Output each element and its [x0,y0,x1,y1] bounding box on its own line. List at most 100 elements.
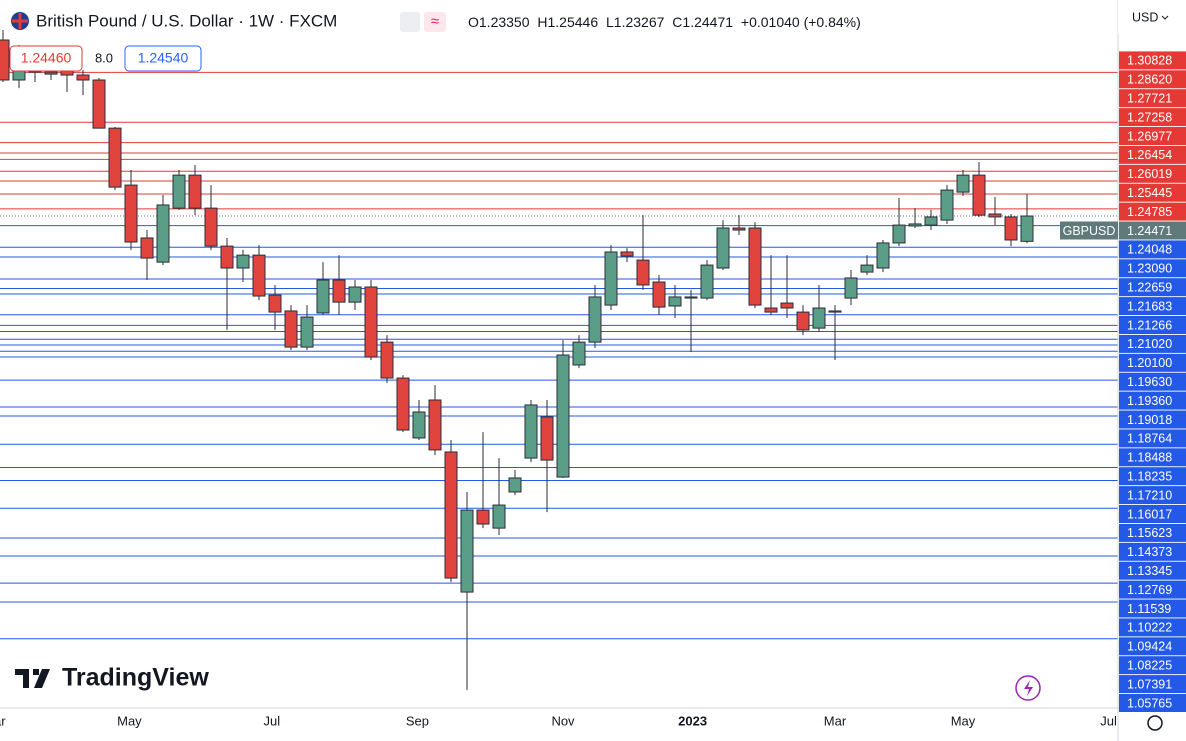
candle-body [428,399,442,451]
price-label-bg [1119,202,1186,221]
price-label-bg [1119,353,1186,372]
candle-body [1020,215,1034,242]
logo-mark [15,669,50,688]
price-label-bg [1119,542,1186,561]
candle-body [220,245,234,269]
price-label-bg [1119,334,1186,353]
candle-body [716,227,730,269]
price-label: 1.24471 [1127,224,1172,238]
price-label: 1.17210 [1127,488,1172,502]
candle-body [796,311,810,331]
candle-body [652,281,666,308]
candle-body [812,307,826,329]
candle-body [620,251,634,257]
x-tick-label: May [117,713,142,728]
candle-body [684,296,698,299]
price-label: 1.16017 [1127,507,1172,521]
price-label-bg [1119,675,1186,694]
price-label: 1.21266 [1127,318,1172,332]
candle-body [908,223,922,227]
price-label-bg [1119,467,1186,486]
icon[interactable] [424,12,446,32]
candle-body [124,184,138,243]
currency[interactable]: USD [1132,10,1158,24]
price-label: 1.19018 [1127,413,1172,427]
icon: ≈ [431,13,439,30]
price-label-bg [1119,221,1186,240]
price-label-bg [1119,391,1186,410]
chart-title: British Pound / U.S. Dollar · 1W · FXCM [36,11,337,30]
candle-body [572,341,586,366]
candle-body [876,242,890,269]
candle-body [604,251,618,306]
candle-body [988,213,1002,218]
price-label: 1.21683 [1127,299,1172,313]
buy-button[interactable] [124,45,202,72]
x-tick-label: May [951,713,976,728]
x-tick-label: Sep [406,713,429,728]
price-label: 1.09424 [1127,640,1172,654]
candle-body [636,259,650,286]
candle-body [956,174,970,193]
x-tick-label: ar [0,713,6,728]
price-axis: 1.30828 1.28620 1.27721 1.27258 1.26977 1.264… [1060,51,1186,712]
price-label-bg [1119,618,1186,637]
icon[interactable] [400,12,420,32]
price-label: 1.19630 [1127,375,1172,389]
candle-body [844,277,858,299]
candle-body [268,294,282,313]
ohlc-close: C1.24471 [672,14,733,30]
price-label: 1.07391 [1127,677,1172,691]
ohlc-high: H1.25446 [537,14,598,30]
candle-body [284,310,298,348]
candle-body [348,286,362,303]
price-label: 1.11539 [1127,602,1171,616]
candle-body [460,509,474,593]
sell-button[interactable] [9,45,83,72]
price-label-bg [1119,259,1186,278]
price-label-bg [1119,51,1186,70]
price-label: 1.28620 [1127,73,1172,87]
plot-area [0,30,1118,690]
price-label: 1.25445 [1127,186,1172,200]
candle-body [412,411,426,439]
price-label-bg [1119,694,1186,712]
candle-body [156,204,170,263]
candle-body [700,264,714,299]
price-label: 1.12769 [1127,583,1172,597]
price-label-bg [1119,240,1186,259]
candle-body [236,254,250,269]
candle-body [0,39,10,81]
price-label-bg [1119,297,1186,316]
candle-body [204,207,218,247]
x-tick-label: Jul [1100,713,1117,728]
dropdown-icon [1161,15,1169,20]
ohlc-change: +0.01040 (+0.84%) [741,14,861,30]
price-label-bg [1119,127,1186,145]
price-label-bg [1119,656,1186,675]
price-label: 1.18764 [1127,432,1172,446]
price-label: 1.26977 [1127,129,1172,143]
symbol-label: GBPUSD [1063,224,1116,238]
price-label: 1.27258 [1127,110,1172,124]
price-label: 1.13345 [1127,564,1172,578]
sell-price: 1.24460 [21,50,72,66]
price-label-bg [1119,486,1186,505]
price-label-bg [1119,108,1186,127]
logo: TradingView [15,664,209,692]
candle-body [252,254,266,297]
candle-body [108,127,122,188]
settings-icon[interactable] [1147,715,1163,731]
candle-body [188,174,202,209]
currency-box[interactable] [1118,0,1186,34]
logo-text: TradingView [62,664,209,692]
price-label-bg [1119,278,1186,297]
price-label-bg [1119,372,1186,391]
spread: 8.0 [95,50,113,65]
candle-body [524,404,538,459]
price-label: 1.10222 [1127,621,1172,635]
candle-body [508,477,522,493]
price-label: 1.23090 [1127,262,1172,276]
